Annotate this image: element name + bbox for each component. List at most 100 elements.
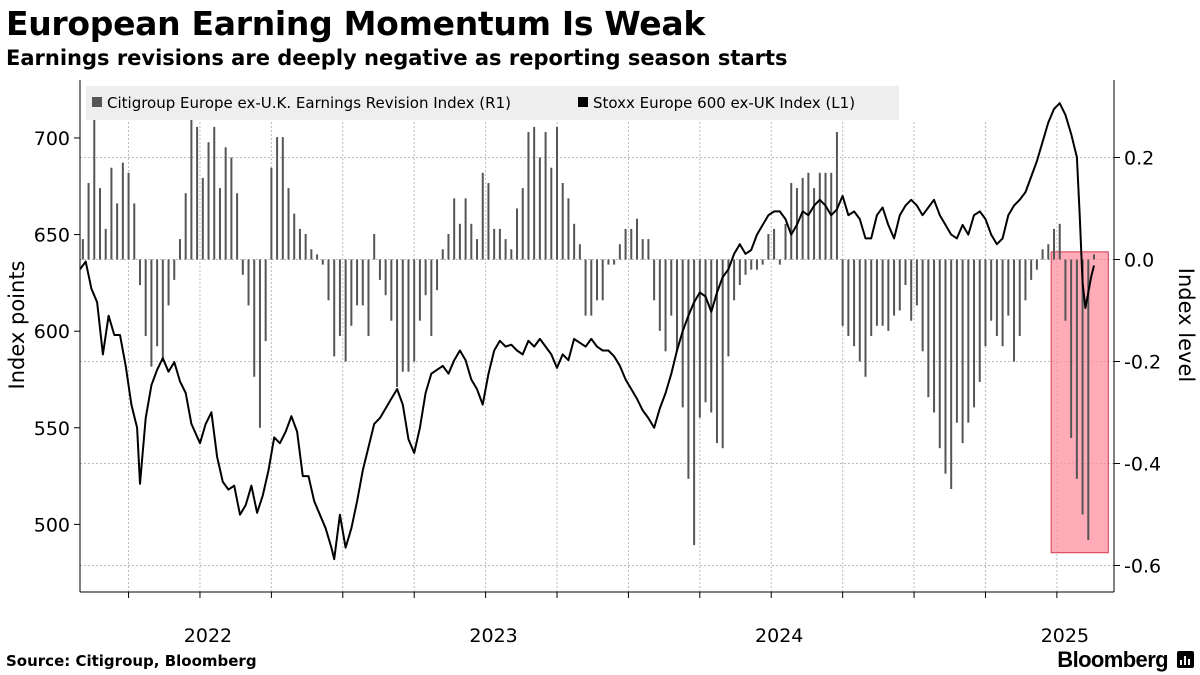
revision-bar [835, 132, 838, 260]
revision-bar [350, 259, 353, 326]
revision-bar [1018, 259, 1021, 336]
revision-bar [258, 259, 261, 428]
revision-bar [481, 172, 484, 260]
revision-bar [824, 172, 827, 260]
revision-bar [1064, 259, 1067, 321]
revision-bar [1053, 228, 1056, 260]
revision-bar [881, 259, 884, 326]
revision-bar [841, 259, 844, 326]
axes: 500 550 600 650 700 0.2 0.0 -0.2 -0.4 -0.6 2022 202… [34, 80, 1161, 647]
revision-bar [1007, 259, 1010, 316]
revision-bar [264, 259, 267, 342]
revision-bar [904, 259, 907, 286]
right-axis-tick-label: 0.2 [1124, 148, 1154, 170]
revision-bar [230, 157, 233, 260]
revision-bar [190, 111, 193, 260]
revision-bar [784, 223, 787, 260]
revision-bar [281, 137, 284, 260]
revision-bar [378, 259, 381, 280]
revision-bar [693, 259, 696, 546]
revision-bar [413, 259, 416, 362]
revision-bar [973, 259, 976, 408]
revision-bar [196, 126, 199, 260]
revision-bar [373, 234, 376, 260]
revision-bar [658, 259, 661, 331]
grid-lines [80, 122, 1114, 592]
right-axis-tick-label: 0.0 [1124, 250, 1154, 272]
highlight-box [1050, 251, 1109, 554]
revision-bar [573, 223, 576, 260]
legend-label-stoxx: Stoxx Europe 600 ex-UK Index (L1) [593, 94, 855, 112]
revision-bar [1093, 254, 1096, 260]
x-axis-tick-label: 2023 [469, 625, 517, 647]
revision-bar [1087, 259, 1090, 540]
stoxx-line-layer [79, 102, 1095, 561]
revision-bar [493, 228, 496, 260]
revision-bar [458, 223, 461, 260]
revision-bar [698, 259, 701, 418]
revision-bar [584, 259, 587, 316]
revision-bar [344, 259, 347, 362]
highlight-layer [1050, 251, 1109, 554]
source-note: Source: Citigroup, Bloomberg [6, 652, 257, 670]
revision-bar [590, 259, 593, 316]
legend: Citigroup Europe ex-U.K. Earnings Revisi… [86, 86, 899, 120]
revision-bar [567, 198, 570, 260]
revision-bar [1001, 259, 1004, 347]
revision-bar [927, 259, 930, 398]
revision-bar [521, 188, 524, 260]
legend-swatch-revisions [92, 97, 102, 107]
revision-bar [950, 259, 953, 489]
revision-bar [1041, 249, 1044, 260]
revision-bar [104, 228, 107, 260]
revision-bar [721, 259, 724, 449]
revision-bar [338, 259, 341, 336]
revision-bar [601, 259, 604, 301]
revision-bar [933, 259, 936, 413]
revision-bar [218, 188, 221, 260]
bloomberg-logo: Bloomberg [1057, 647, 1168, 672]
revision-bar [253, 259, 256, 377]
revision-bar [1070, 259, 1073, 438]
revision-bar [967, 259, 970, 423]
legend-label-revisions: Citigroup Europe ex-U.K. Earnings Revisi… [107, 94, 511, 112]
revision-bar [818, 172, 821, 260]
revision-bar [178, 239, 181, 260]
revision-bar [893, 259, 896, 316]
revision-bar [578, 244, 581, 260]
revision-bar [778, 259, 781, 265]
revision-bar [333, 259, 336, 357]
revision-bar [173, 259, 176, 280]
revision-bar [710, 259, 713, 413]
revision-bar [875, 259, 878, 326]
revision-bar [453, 198, 456, 260]
right-axis-tick-label: -0.6 [1124, 555, 1161, 577]
revision-bar [641, 239, 644, 260]
revision-bar [910, 259, 913, 321]
revision-bar [510, 249, 513, 260]
revision-bar [98, 188, 101, 260]
revision-bar [298, 228, 301, 260]
revision-bar [390, 259, 393, 321]
revision-bar [1030, 259, 1033, 280]
revision-bar [1013, 259, 1016, 362]
revision-bar [990, 259, 993, 321]
revision-bar [138, 259, 141, 286]
revision-bars [81, 111, 1096, 546]
revision-bar [504, 239, 507, 260]
revision-bar [858, 259, 861, 362]
revision-bar [715, 259, 718, 444]
revision-bar [544, 132, 547, 260]
revision-bar [618, 244, 621, 260]
revision-bar [287, 188, 290, 260]
revision-bar [801, 177, 804, 260]
revision-bar [647, 239, 650, 260]
revision-bar [213, 126, 216, 260]
bloomberg-chart-icon [1177, 651, 1194, 668]
revision-bar [670, 259, 673, 316]
x-axis-tick-label: 2024 [755, 625, 803, 647]
revision-bar [436, 259, 439, 291]
revision-bar [498, 228, 501, 260]
revision-bar [961, 259, 964, 444]
revision-bar [1024, 259, 1027, 301]
